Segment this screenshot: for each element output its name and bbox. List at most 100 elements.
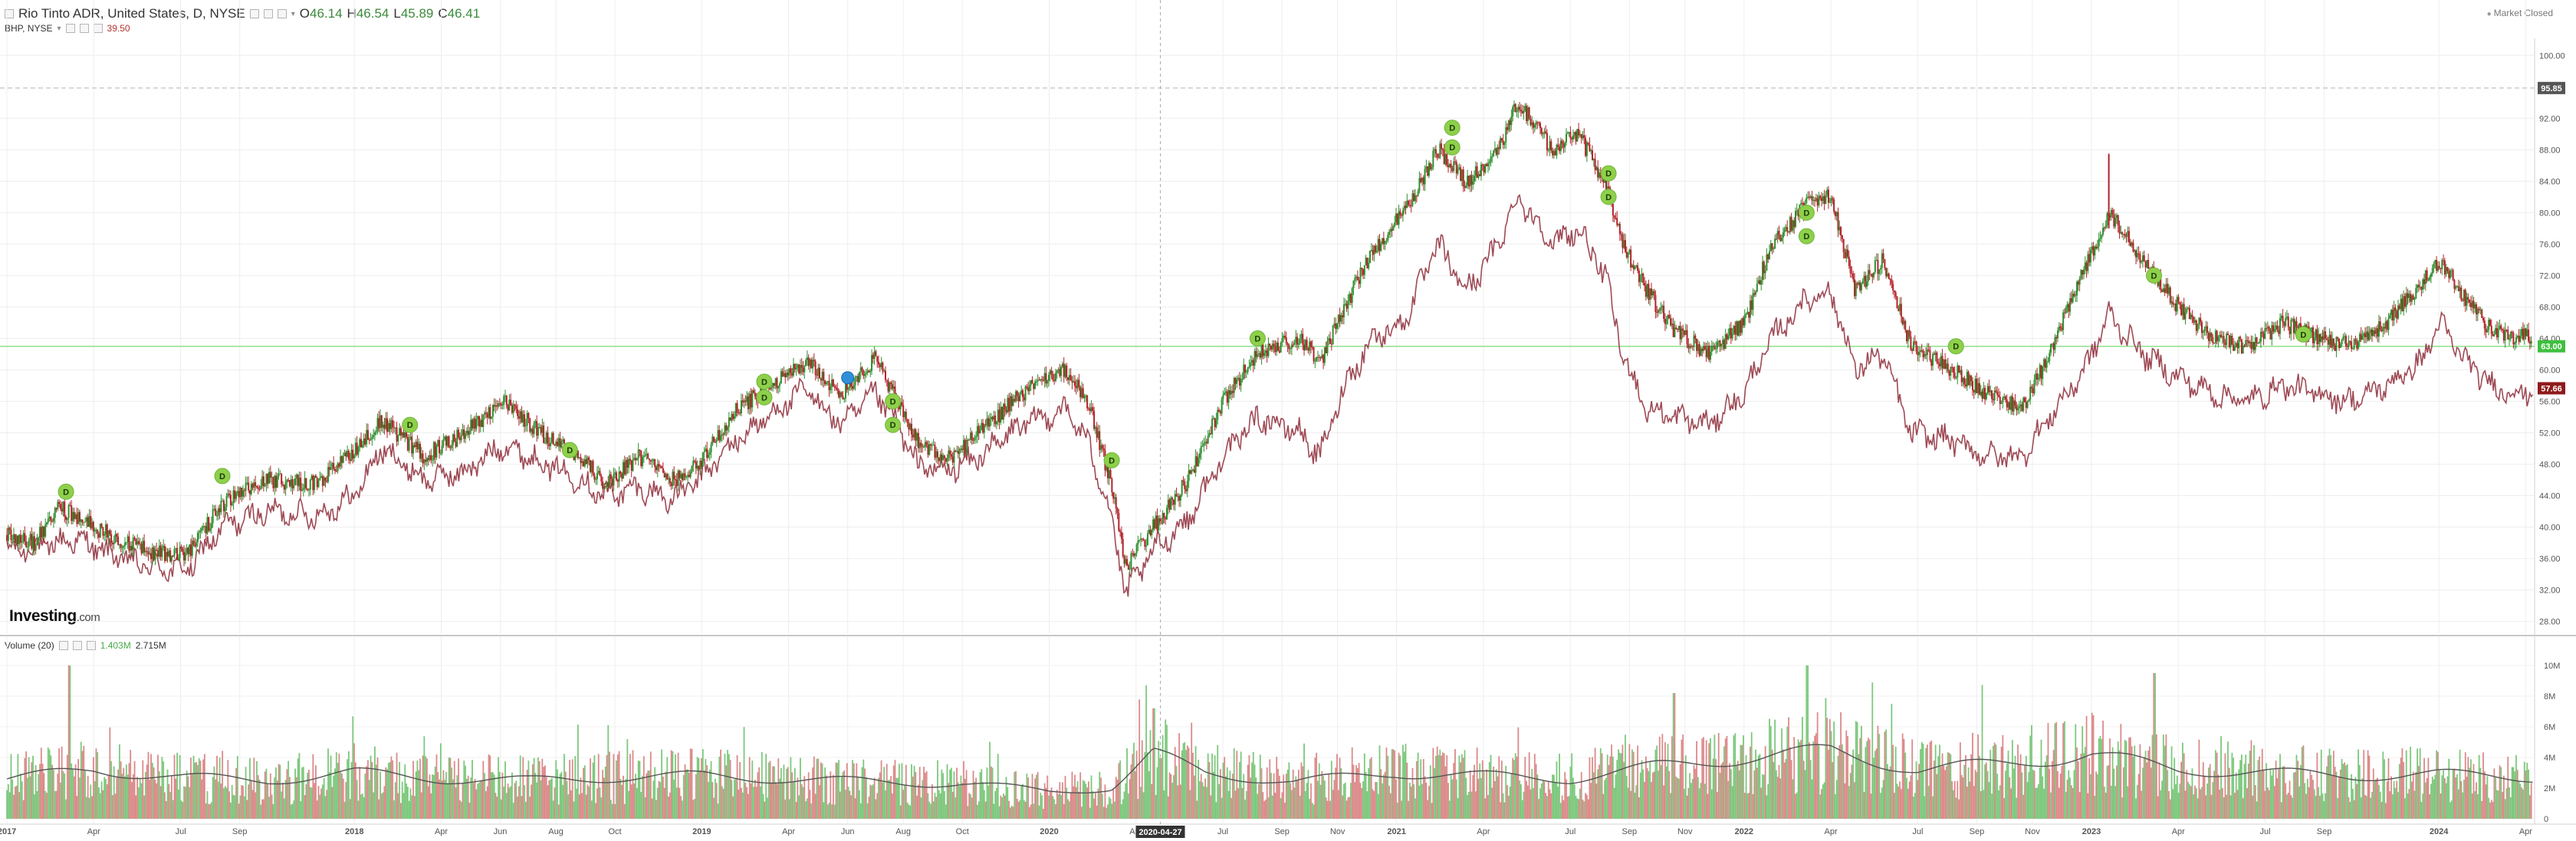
candle-body	[1441, 149, 1444, 150]
candle-body	[2101, 235, 2103, 238]
dividend-marker[interactable]	[756, 389, 773, 406]
instrument-legend[interactable]: Rio Tinto ADR, United States, D, NYSE ▾ …	[5, 6, 480, 21]
dividend-marker[interactable]	[1103, 452, 1120, 468]
candle-body	[1667, 314, 1669, 320]
candle-body	[2408, 294, 2410, 298]
candle-body	[1892, 284, 1894, 291]
volume-bar	[1079, 772, 1082, 819]
dividend-marker[interactable]	[1249, 330, 1266, 347]
dividend-marker[interactable]	[1444, 120, 1460, 136]
candle-body	[2024, 397, 2026, 402]
hide-button-icon[interactable]	[72, 641, 82, 650]
candle-body	[890, 382, 892, 385]
candle-body	[2382, 327, 2384, 331]
candle-body	[1281, 337, 1283, 343]
volume-bar	[1129, 779, 1131, 819]
volume-bar	[1313, 804, 1315, 819]
settings-button-icon[interactable]	[65, 24, 75, 33]
volume-bar	[1185, 750, 1187, 819]
dividend-marker[interactable]	[402, 416, 419, 433]
dividend-marker[interactable]	[885, 416, 902, 433]
candle-body	[710, 444, 712, 453]
candle-body	[714, 442, 716, 443]
candle-body	[943, 455, 945, 458]
volume-bar	[845, 790, 846, 819]
candle-body	[55, 508, 58, 510]
volume-legend[interactable]: Volume (20) 1.403M 2.715M	[5, 640, 166, 651]
dividend-marker[interactable]	[885, 393, 902, 409]
hide-button-icon[interactable]	[79, 24, 89, 33]
dividend-marker[interactable]	[1444, 139, 1460, 156]
candle-body	[458, 429, 460, 438]
dividend-marker[interactable]	[561, 442, 578, 458]
candle-body	[2446, 267, 2449, 271]
volume-bar	[1461, 754, 1463, 819]
chevron-down-icon[interactable]: ▾	[291, 9, 295, 18]
candle-body	[1881, 253, 1883, 268]
volume-bar	[895, 777, 898, 819]
volume-bar	[335, 752, 337, 819]
dividend-marker[interactable]	[1600, 165, 1617, 182]
candle-body	[2114, 217, 2117, 227]
candle-body	[2450, 270, 2452, 278]
close-button-icon[interactable]	[86, 641, 96, 650]
dividend-marker[interactable]	[2295, 326, 2312, 343]
candle-body	[121, 547, 123, 549]
settings-button-icon[interactable]	[249, 9, 259, 18]
candle-body	[1099, 431, 1101, 450]
dividend-marker[interactable]	[58, 483, 74, 500]
chevron-down-icon[interactable]: ▾	[57, 24, 61, 33]
candle-body	[2401, 298, 2404, 312]
dividend-marker[interactable]	[214, 468, 231, 485]
candle-body	[498, 403, 501, 405]
candle-body	[2094, 246, 2096, 256]
dividend-marker[interactable]	[756, 373, 773, 390]
volume-bar	[1441, 752, 1444, 819]
volume-bar	[1022, 784, 1024, 819]
volume-bar	[1323, 780, 1326, 819]
candle-body	[784, 373, 787, 378]
settings-button-icon[interactable]	[58, 641, 68, 650]
candle-body	[810, 359, 813, 369]
candle-body	[225, 496, 228, 508]
ohlc-open: O46.14	[299, 6, 343, 21]
candle-body	[1682, 328, 1684, 331]
candle-body	[430, 455, 432, 460]
candle-body	[2238, 337, 2240, 349]
candle-body	[974, 437, 976, 441]
candle-body	[2412, 295, 2414, 301]
candle-body	[2141, 255, 2144, 261]
candle-body	[1286, 343, 1289, 346]
dividend-marker[interactable]	[2146, 267, 2163, 284]
candle-body	[1205, 442, 1208, 444]
candle-body	[2502, 329, 2504, 330]
volume-bar	[253, 757, 255, 819]
dividend-marker[interactable]	[1798, 204, 1815, 221]
hide-button-icon[interactable]	[263, 9, 273, 18]
dividend-marker[interactable]	[1947, 338, 1964, 355]
candle-body	[1303, 344, 1306, 350]
candle-body	[2226, 333, 2229, 336]
candle-body	[526, 412, 528, 426]
dividend-marker[interactable]	[1798, 228, 1815, 245]
candle-body	[1045, 373, 1047, 384]
candle-body	[1362, 269, 1365, 275]
volume-bar	[941, 769, 943, 819]
volume-bar	[880, 760, 882, 819]
candle-body	[786, 373, 788, 378]
close-button-icon[interactable]	[277, 9, 287, 18]
candle-body	[136, 540, 139, 545]
volume-bar	[196, 762, 198, 819]
candle-body	[918, 442, 921, 448]
split-marker[interactable]	[841, 371, 855, 385]
dividend-marker[interactable]	[1600, 189, 1617, 205]
candle-body	[2190, 314, 2192, 319]
candle-body	[1358, 280, 1360, 284]
candle-body	[975, 436, 978, 438]
volume-bar	[446, 783, 449, 819]
candle-body	[531, 429, 533, 432]
candle-body	[1483, 166, 1485, 172]
volume-bar	[978, 801, 980, 819]
compare-legend[interactable]: BHP, NYSE ▾ 39.50	[5, 23, 130, 34]
